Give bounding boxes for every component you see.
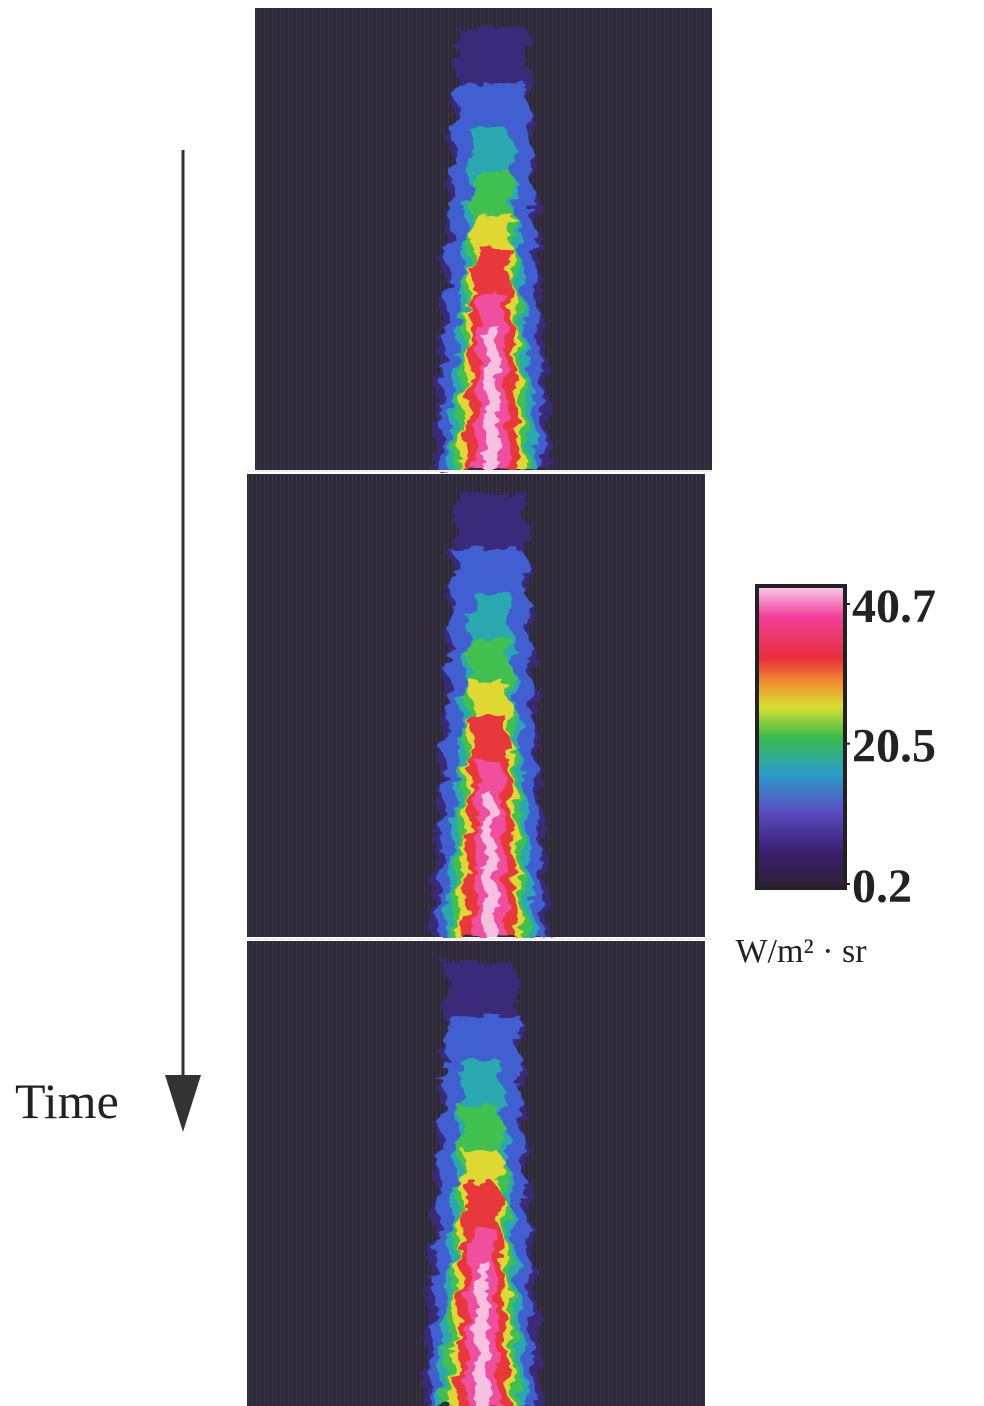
plume-layer: [480, 793, 500, 937]
colorbar-tick-label: 0.2: [852, 860, 912, 913]
time-arrowhead: [165, 1075, 201, 1132]
plume: [421, 961, 545, 1406]
colorbar-tick-label: 20.5: [852, 720, 936, 773]
plume: [428, 494, 553, 937]
colorbar-tick-label: 40.7: [852, 580, 936, 633]
plume-layer: [472, 1261, 492, 1406]
plume-layer: [482, 326, 502, 470]
plume: [429, 28, 554, 471]
thermal-panels: [247, 8, 712, 1406]
time-label: Time: [15, 1073, 119, 1129]
colorbar: [755, 584, 847, 890]
colorbar-unit: W/m² · sr: [735, 933, 867, 970]
